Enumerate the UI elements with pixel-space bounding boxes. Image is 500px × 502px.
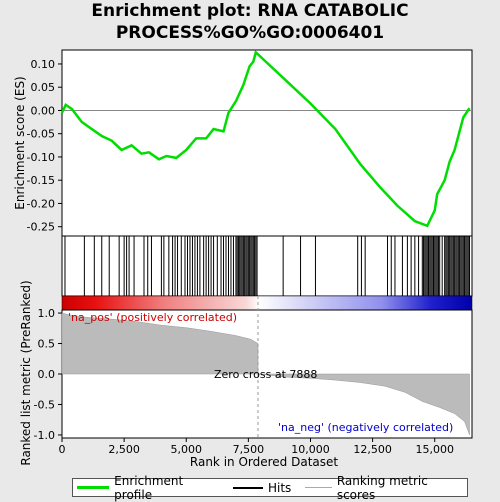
legend: Enrichment profile Hits Ranking metric s… [72,474,468,502]
x-tick-label: 12,500 [353,443,392,456]
ranking-metric-area [61,312,470,436]
rank-color-bar [61,295,473,311]
x-tick-label: 10,000 [291,443,330,456]
legend-hits: Hits [232,480,292,495]
es-y-tick-label: -0.25 [27,221,55,234]
es-y-tick-label: -0.20 [27,197,55,210]
metric-y-tick-label: 1.0 [38,307,56,320]
es-y-tick-label: -0.15 [27,174,55,187]
es-panel [61,49,473,237]
metric-y-tick-label: 0.5 [38,338,56,351]
legend-enrichment-profile: Enrichment profile [77,474,219,502]
x-tick-label: 5,000 [170,443,202,456]
metric-y-tick-label: -1.0 [34,429,55,442]
legend-metric-label: Ranking metric scores [336,473,428,502]
es-y-axis-label: Enrichment score (ES) [13,76,27,209]
legend-enrichment-label: Enrichment profile [114,473,184,502]
x-tick-label: 7,500 [233,443,265,456]
metric-y-tick-label: -0.5 [34,398,55,411]
es-y-tick-label: 0.05 [31,81,56,94]
zero-cross-label: Zero cross at 7888 [214,368,317,381]
metric-y-axis-label: Ranked list metric (PreRanked) [19,280,33,465]
enrichment-profile-line [60,49,471,228]
x-tick-label: 2,500 [108,443,140,456]
metric-y-tick-label: 0.0 [38,368,56,381]
hits-panel [61,235,473,297]
x-tick-label: 15,000 [415,443,454,456]
es-y-tick-label: 0.10 [31,58,56,71]
neg-label: 'na_neg' (negatively correlated) [278,421,453,434]
metric-swatch-icon [305,487,332,488]
es-y-tick-label: -0.10 [27,151,55,164]
legend-ranking-metric: Ranking metric scores [305,474,463,502]
x-tick-label: 0 [59,443,66,456]
es-y-tick-label: 0.00 [31,104,56,117]
x-axis-label: Rank in Ordered Dataset [190,455,338,469]
legend-hits-label: Hits [267,480,292,495]
enrichment-swatch-icon [77,486,110,489]
chart-title: Enrichment plot: RNA CATABOLIC PROCESS%G… [91,1,409,43]
hits-swatch-icon [232,486,263,489]
pos-label: 'na_pos' (positively correlated) [68,311,237,324]
es-y-tick-label: -0.05 [27,128,55,141]
